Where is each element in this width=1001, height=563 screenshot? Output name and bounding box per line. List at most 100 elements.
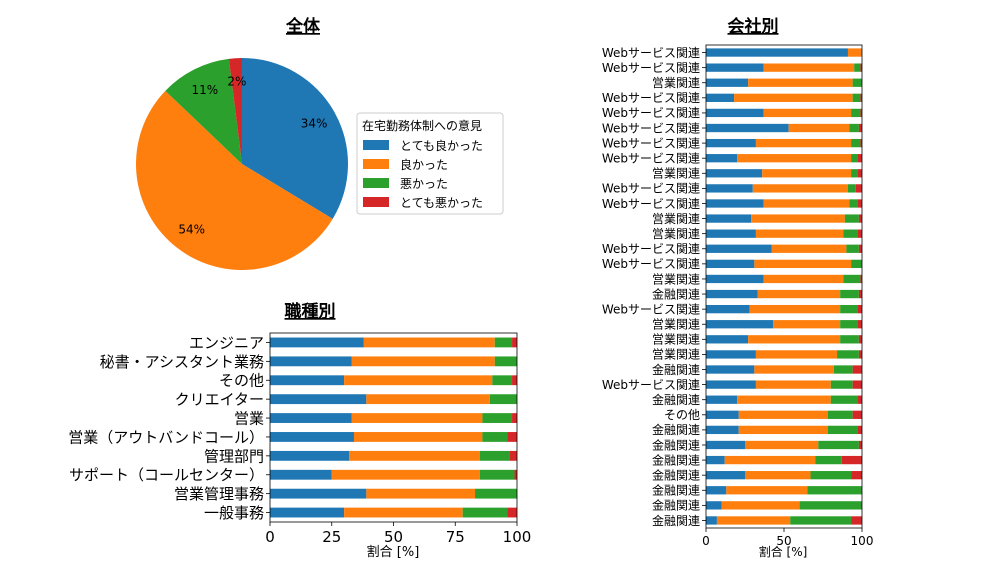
bar-segment <box>706 184 753 193</box>
bar-segment <box>857 199 862 208</box>
bar-segment <box>749 304 841 314</box>
bar-segment <box>745 471 811 480</box>
bar-segment <box>479 450 510 461</box>
bar-segment <box>755 138 852 148</box>
bar-segment <box>512 413 517 423</box>
bar-segment <box>852 365 862 374</box>
category-label: Webサービス関連 <box>602 242 700 256</box>
pie-value-label: 2% <box>227 74 246 88</box>
job-type-chart: 職種別 エンジニア秘書・アシスタント業務その他クリエイター営業営業（アウトバンド… <box>68 301 531 560</box>
bar-segment <box>706 274 764 284</box>
category-label: 営業 <box>234 409 264 427</box>
bar-segment <box>706 289 758 299</box>
legend-label: 悪かった <box>400 177 448 191</box>
bar-segment <box>857 425 862 435</box>
category-label: 営業（アウトバンドコール） <box>68 428 264 446</box>
pie-slices <box>135 58 348 271</box>
bar-segment <box>857 169 862 178</box>
bar-segment <box>353 432 483 442</box>
bar-segment <box>830 380 853 389</box>
bar-segment <box>763 274 844 284</box>
bar-segment <box>858 440 862 450</box>
category-label: Webサービス関連 <box>602 106 700 120</box>
legend-swatch <box>363 159 389 169</box>
category-label: 営業関連 <box>652 333 700 347</box>
bar-segment <box>751 214 845 223</box>
pie-value-label: 54% <box>178 223 205 237</box>
bar-segment <box>706 63 764 72</box>
bar-segment <box>860 138 862 148</box>
pie-slice <box>228 58 242 164</box>
category-label: エンジニア <box>189 334 264 352</box>
bar-segment <box>852 380 862 389</box>
bar-segment <box>754 365 834 374</box>
bar-segment <box>706 108 764 118</box>
category-label: その他 <box>664 408 700 422</box>
category-label: Webサービス関連 <box>602 197 700 211</box>
bar-segment <box>351 356 495 367</box>
bar-segment <box>773 320 841 329</box>
bar-segment <box>837 350 859 359</box>
bar-segment <box>852 93 861 102</box>
category-label: Webサービス関連 <box>602 182 700 196</box>
bar-segment <box>851 169 858 178</box>
company-chart: 会社別 Webサービス関連Webサービス関連営業関連Webサービス関連Webサー… <box>602 16 874 559</box>
bar-segment <box>706 123 789 133</box>
category-label: Webサービス関連 <box>602 61 700 75</box>
bar-segment <box>706 199 764 208</box>
category-label: 金融関連 <box>652 498 700 513</box>
bar-segment <box>462 507 508 518</box>
bar-segment <box>706 244 772 253</box>
x-tick-label: 50 <box>776 534 791 548</box>
company-axes: Webサービス関連Webサービス関連営業関連Webサービス関連Webサービス関連… <box>602 44 873 548</box>
bar-segment <box>840 304 858 314</box>
pie-chart: 全体 34% 54% 11% 2% <box>135 16 348 271</box>
category-label: 営業関連 <box>652 227 700 241</box>
bar-segment <box>847 184 856 193</box>
job-chart-title: 職種別 <box>285 301 336 322</box>
bar-segment <box>857 320 862 329</box>
bar-segment <box>851 516 862 525</box>
bar-segment <box>706 138 756 148</box>
bar-segment <box>860 108 862 118</box>
bar-segment <box>748 335 841 344</box>
bar-segment <box>706 455 725 465</box>
bar-segment <box>748 78 853 87</box>
bar-segment <box>270 337 364 348</box>
bar-segment <box>843 229 858 238</box>
bar-segment <box>270 375 345 386</box>
job-xlabel: 割合 [%] <box>367 544 420 560</box>
bar-segment <box>840 335 859 344</box>
bar-segment <box>270 507 345 518</box>
bar-segment <box>706 229 756 238</box>
bar-segment <box>706 501 722 510</box>
bar-segment <box>706 304 750 314</box>
bar-segment <box>724 455 816 465</box>
bar-segment <box>755 350 838 359</box>
bar-segment <box>706 335 749 344</box>
category-label: Webサービス関連 <box>602 136 700 150</box>
category-label: Webサービス関連 <box>602 302 700 316</box>
bar-segment <box>858 244 862 253</box>
bar-segment <box>752 184 848 193</box>
bar-segment <box>763 63 855 72</box>
legend-frame <box>356 112 504 215</box>
legend-label: とても良かった <box>400 138 483 153</box>
category-label: クリエイター <box>175 391 264 409</box>
category-label: 金融関連 <box>652 467 700 482</box>
category-label: 一般事務 <box>204 504 264 522</box>
category-label: Webサービス関連 <box>602 91 700 105</box>
bar-segment <box>489 394 517 405</box>
category-label: Webサービス関連 <box>602 152 700 166</box>
bar-segment <box>706 48 848 57</box>
bar-segment <box>745 440 819 450</box>
bar-segment <box>706 516 717 525</box>
category-label: 営業関連 <box>652 272 700 286</box>
bar-segment <box>737 154 852 163</box>
legend-title: 在宅勤務体制への意見 <box>362 118 482 133</box>
category-label: 金融関連 <box>652 362 700 377</box>
bar-segment <box>858 335 862 344</box>
category-label: 営業関連 <box>652 348 700 362</box>
